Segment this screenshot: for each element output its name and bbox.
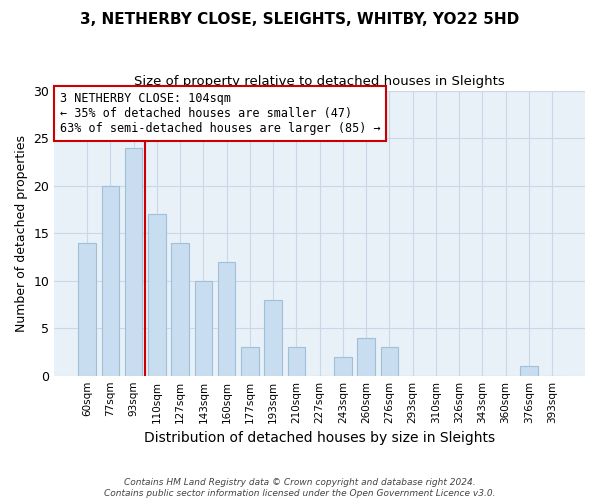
Bar <box>358 338 375 376</box>
Bar <box>172 242 189 376</box>
Bar <box>218 262 235 376</box>
X-axis label: Distribution of detached houses by size in Sleights: Distribution of detached houses by size … <box>144 431 495 445</box>
Bar <box>380 347 398 376</box>
Text: 3 NETHERBY CLOSE: 104sqm
← 35% of detached houses are smaller (47)
63% of semi-d: 3 NETHERBY CLOSE: 104sqm ← 35% of detach… <box>59 92 380 135</box>
Text: Contains HM Land Registry data © Crown copyright and database right 2024.
Contai: Contains HM Land Registry data © Crown c… <box>104 478 496 498</box>
Bar <box>125 148 142 376</box>
Bar <box>334 356 352 376</box>
Bar <box>241 347 259 376</box>
Bar <box>148 214 166 376</box>
Bar <box>79 242 96 376</box>
Title: Size of property relative to detached houses in Sleights: Size of property relative to detached ho… <box>134 75 505 88</box>
Bar <box>520 366 538 376</box>
Bar <box>287 347 305 376</box>
Text: 3, NETHERBY CLOSE, SLEIGHTS, WHITBY, YO22 5HD: 3, NETHERBY CLOSE, SLEIGHTS, WHITBY, YO2… <box>80 12 520 28</box>
Y-axis label: Number of detached properties: Number of detached properties <box>15 134 28 332</box>
Bar <box>101 186 119 376</box>
Bar <box>194 280 212 376</box>
Bar <box>265 300 282 376</box>
